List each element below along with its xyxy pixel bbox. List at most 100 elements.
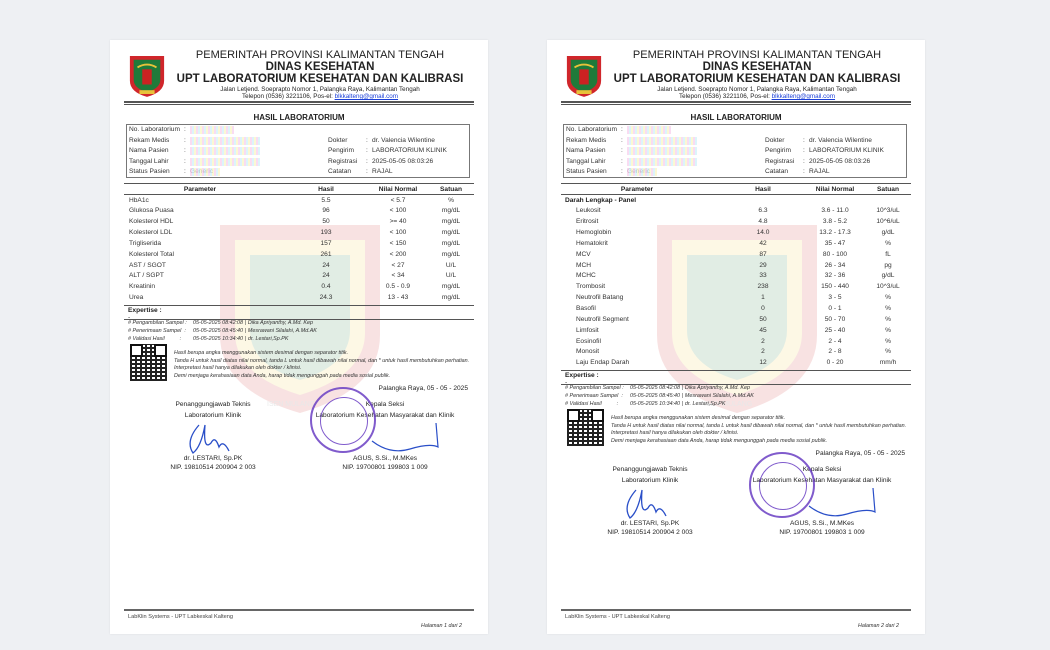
info-label: Status Pasien — [566, 168, 607, 176]
parameter-cell: Eritrosit — [576, 218, 599, 226]
parameter-cell: Trigliserida — [129, 239, 161, 247]
parameter-cell: Kreatinin — [129, 283, 156, 291]
note-line: Tanda H untuk hasil diatas nilai normal,… — [174, 357, 470, 364]
normal-range-cell: < 200 — [389, 250, 407, 258]
info-colon: : — [803, 147, 805, 155]
result-cell: 157 — [320, 239, 332, 247]
note-line: Interpretasi hasil hanya dilakukan oleh … — [174, 365, 302, 372]
group-label: Darah Lengkap - Panel — [565, 196, 637, 204]
normal-range-cell: 0 - 20 — [826, 359, 844, 367]
unit-cell: mg/dL — [441, 294, 461, 302]
parameter-cell: Eosinofil — [576, 337, 601, 345]
parameter-cell: MCV — [576, 250, 591, 258]
normal-range-cell: < 100 — [389, 229, 407, 237]
sample-label: # Validasi Hasil : — [565, 401, 619, 408]
table-bottom-rule — [124, 305, 474, 306]
sample-by: | dr. Lestari,Sp.PK — [245, 336, 289, 342]
result-cell: 42 — [759, 239, 767, 247]
unit-cell: g/dL — [881, 229, 895, 236]
parameter-cell: AST / SGOT — [129, 261, 166, 269]
unit-cell: mg/dL — [441, 250, 461, 258]
sample-label: # Pengambilan Sampel : — [565, 385, 624, 392]
parameter-cell: Trombosit — [576, 283, 606, 291]
signer-name: AGUS, S.Si., M.MKes — [789, 520, 855, 528]
parameter-cell: Monosit — [576, 348, 600, 356]
unit-cell: % — [885, 239, 891, 247]
info-colon: : — [184, 126, 186, 133]
watermark-text: ISEN MULANG — [267, 401, 316, 408]
info-colon: : — [184, 136, 186, 144]
note-line: Interpretasi hasil hanya dilakukan oleh … — [611, 430, 739, 437]
info-label: No. Laboratorium — [566, 126, 617, 133]
column-header: Nilai Normal — [378, 185, 418, 193]
result-cell: 238 — [757, 283, 769, 291]
info-value: 2025-05-05 08:03:26 — [372, 157, 434, 165]
qr-code — [567, 409, 604, 447]
unit-cell: 10^6/uL — [876, 218, 900, 226]
unit-cell: mg/dL — [441, 218, 461, 226]
column-header: Satuan — [877, 185, 899, 193]
footer-text: LabKlin Systems - UPT Labkeskal Kalteng — [565, 614, 670, 620]
unit-cell: mg/dL — [441, 207, 461, 215]
sample-label: # Pengambilan Sampel : — [128, 320, 187, 326]
header-phone: Telepon (0536) 3221106, Pos-el: blkkalte… — [110, 93, 488, 100]
normal-range-cell: < 34 — [391, 272, 405, 280]
result-cell: 5.5 — [321, 196, 331, 204]
unit-cell: g/dL — [881, 272, 895, 280]
signer-name: AGUS, S.Si., M.MKes — [352, 455, 418, 462]
info-label: Nama Pasien — [566, 147, 606, 155]
signer-unit: Laboratorium Kesehatan Masyarakat dan Kl… — [752, 477, 892, 485]
result-cell: 4.8 — [758, 218, 768, 226]
parameter-cell: Urea — [129, 294, 144, 302]
result-cell: 50 — [759, 315, 767, 323]
info-label: Dokter — [765, 136, 785, 144]
qr-code — [130, 344, 167, 381]
normal-range-cell: 50 - 70 — [824, 315, 846, 323]
header-divider — [561, 101, 911, 103]
header-divider-thin — [124, 104, 474, 105]
info-colon: : — [621, 147, 623, 155]
normal-range-cell: 32 - 36 — [824, 272, 846, 280]
info-value: 2025-05-05 08:03:26 — [809, 157, 871, 165]
unit-cell: 10^3/uL — [876, 207, 900, 215]
result-cell: 193 — [320, 229, 332, 237]
unit-cell: U/L — [445, 272, 457, 280]
normal-range-cell: 26 - 34 — [824, 261, 846, 269]
footer-rule — [561, 609, 911, 611]
normal-range-cell: 13.2 - 17.3 — [819, 229, 851, 236]
info-value: RAJAL — [809, 168, 830, 176]
result-cell: 96 — [322, 207, 330, 215]
signer-role: Kepala Seksi — [365, 401, 405, 408]
sample-by: | Dika Apriyanthy, A.Md. Kep — [245, 320, 314, 326]
signature-image — [370, 421, 440, 462]
result-cell: 2 — [761, 337, 765, 345]
sample-by: | Dika Apriyanthy, A.Md. Kep — [682, 385, 751, 392]
signer-role: Penanggungjawab Teknis — [612, 466, 688, 474]
unit-cell: 10^3/uL — [876, 283, 900, 291]
unit-cell: mg/dL — [441, 283, 461, 291]
email-link[interactable]: blkkalteng@gmail.com — [771, 93, 836, 100]
redacted-field — [190, 168, 220, 177]
parameter-cell: Glukosa Puasa — [129, 207, 174, 215]
info-colon: : — [366, 136, 368, 144]
signer-nip: NIP. 19810514 200904 2 003 — [607, 529, 693, 537]
unit-cell: mm/h — [879, 359, 897, 367]
info-label: Status Pasien — [129, 168, 170, 176]
info-colon: : — [803, 168, 805, 176]
table-header-rule — [561, 194, 911, 195]
unit-cell: mg/dL — [441, 229, 461, 237]
table-top-rule — [124, 183, 474, 184]
info-value: dr. Valencia Wilentine — [372, 136, 435, 144]
report-page: ISEN MULANG PEMERINTAH PROVINSI KALIMANTA… — [110, 40, 488, 634]
sample-time: 05-05-2025 08:42:08 — [193, 320, 244, 326]
info-label: Nama Pasien — [129, 147, 169, 155]
expertise-rule — [124, 319, 474, 320]
normal-range-cell: < 100 — [389, 207, 407, 215]
table-top-rule — [561, 183, 911, 184]
email-link[interactable]: blkkalteng@gmail.com — [334, 93, 399, 100]
result-cell: 24.3 — [319, 294, 333, 302]
header-line2: DINAS KESEHATAN — [265, 61, 375, 73]
sample-time: 05-05-2025 08:45:40 — [630, 393, 681, 400]
sample-label: # Penerimaan Sampel : — [565, 393, 623, 400]
parameter-cell: Leukosit — [576, 207, 601, 215]
